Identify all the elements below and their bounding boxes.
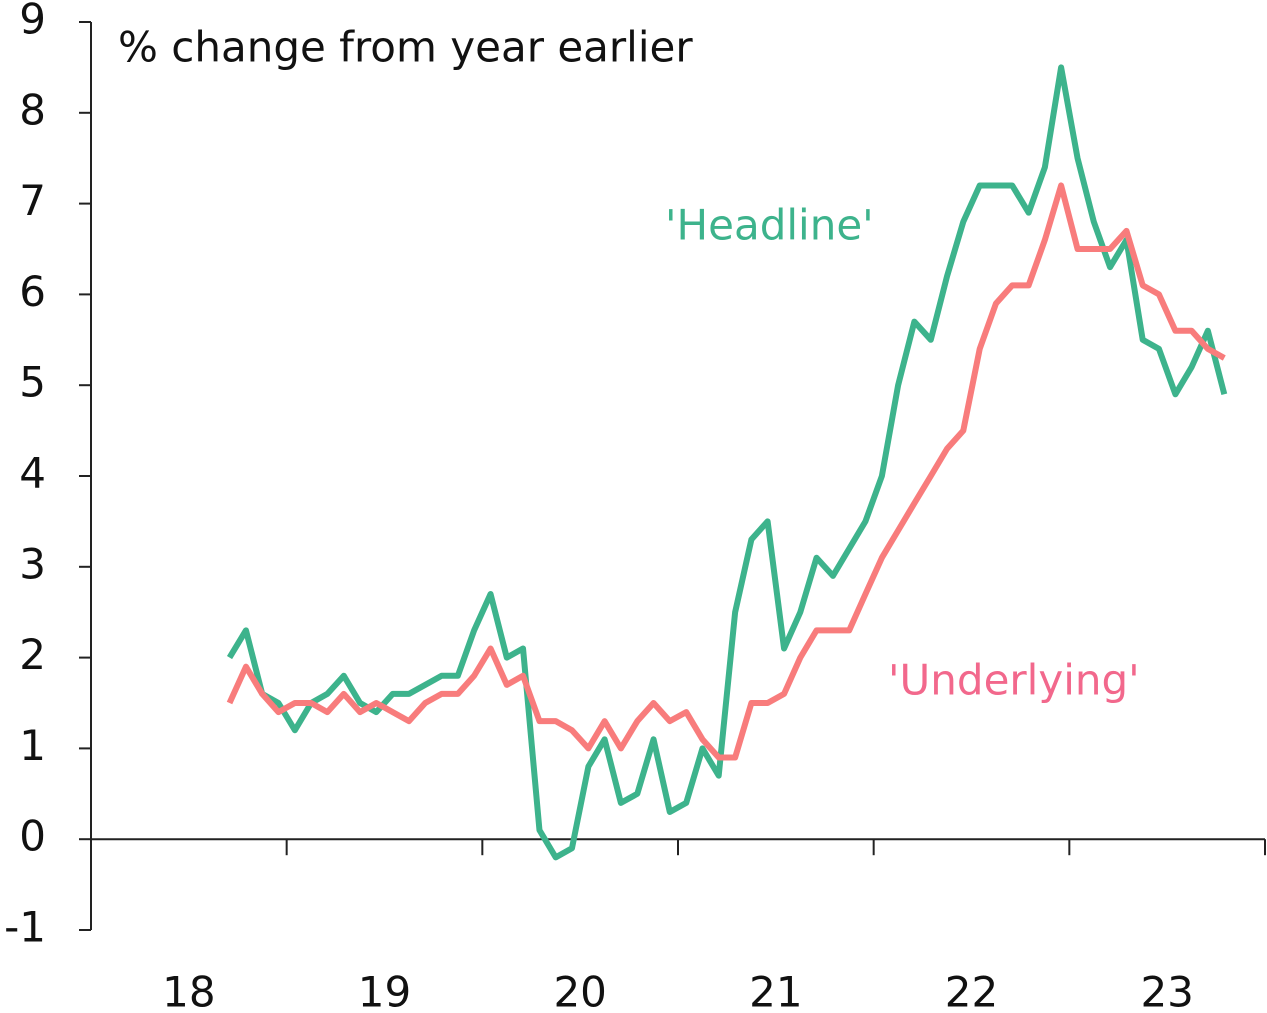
annotation-headline: 'Headline': [665, 201, 874, 250]
x-tick-label: 22: [945, 968, 998, 1013]
y-tick-label: 6: [19, 267, 46, 316]
chart-title: % change from year earlier: [118, 23, 693, 72]
y-tick-label: 8: [19, 85, 46, 134]
x-tick-label: 21: [749, 968, 802, 1013]
y-tick-label: 2: [19, 630, 46, 679]
x-tick-label: 18: [162, 968, 215, 1013]
x-tick-label: 23: [1140, 968, 1193, 1013]
y-tick-label: 1: [19, 721, 46, 770]
y-tick-label: 0: [19, 812, 46, 861]
y-tick-label: 9: [19, 0, 46, 44]
annotation-underlying: 'Underlying': [888, 656, 1140, 705]
line-series: [226, 182, 1226, 761]
x-tick-label: 20: [553, 968, 606, 1013]
y-tick-label: 5: [19, 358, 46, 407]
y-tick-label: -1: [4, 903, 46, 952]
y-tick-label: 3: [19, 539, 46, 588]
y-tick-label: 7: [19, 176, 46, 225]
x-tick-label: 19: [358, 968, 411, 1013]
y-tick-label: 4: [19, 449, 46, 498]
line-series: [226, 64, 1228, 861]
